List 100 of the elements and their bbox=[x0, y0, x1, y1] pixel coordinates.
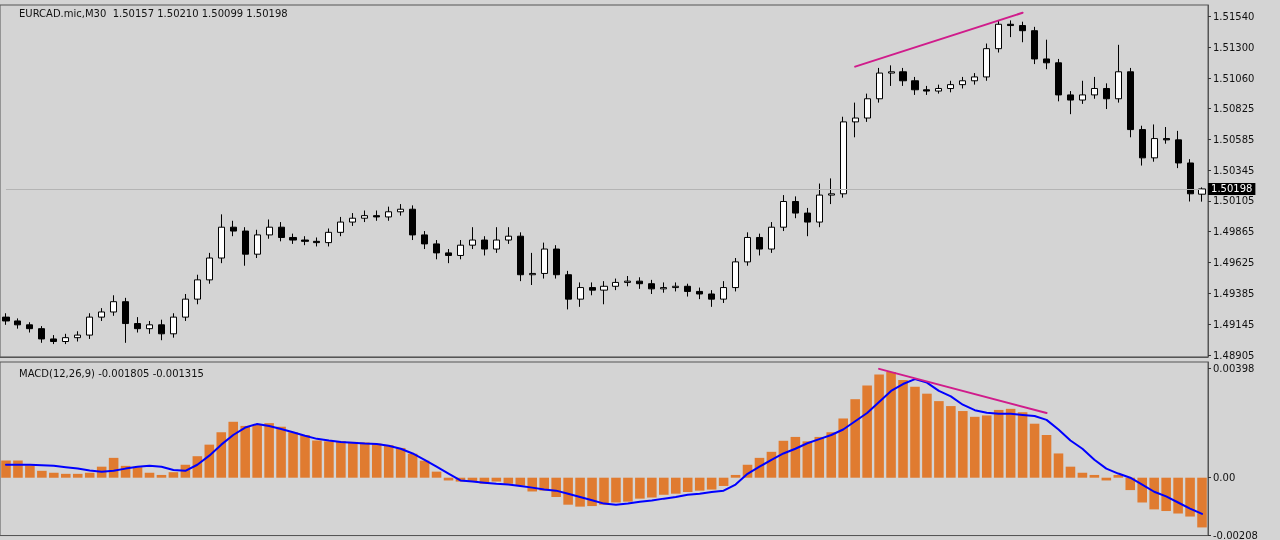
bar bbox=[862, 385, 872, 478]
bar bbox=[898, 379, 908, 478]
candlestick bbox=[38, 325, 45, 344]
candlestick bbox=[349, 212, 356, 227]
bar bbox=[144, 472, 155, 478]
bar bbox=[25, 465, 35, 478]
bar bbox=[682, 477, 693, 493]
candlestick bbox=[361, 210, 368, 223]
bar bbox=[946, 406, 956, 478]
candlestick bbox=[935, 84, 942, 95]
candlestick bbox=[182, 293, 189, 322]
bar bbox=[276, 426, 286, 478]
y-tick-label: 1.49145 bbox=[1213, 318, 1255, 330]
bar bbox=[228, 421, 239, 478]
bar bbox=[1149, 477, 1159, 510]
candlestick bbox=[481, 235, 488, 256]
bar bbox=[694, 477, 705, 491]
text: MACD(12,26,9) -0.001805 -0.001315 bbox=[19, 367, 204, 379]
bar bbox=[993, 409, 1004, 478]
bar bbox=[575, 477, 585, 507]
bar bbox=[790, 436, 801, 478]
candlestick bbox=[1139, 125, 1146, 167]
bar bbox=[850, 399, 860, 478]
candlestick bbox=[505, 226, 512, 245]
bar bbox=[1005, 408, 1016, 478]
candlestick bbox=[983, 43, 990, 82]
candlestick bbox=[457, 239, 464, 260]
candlestick bbox=[600, 280, 608, 305]
bar bbox=[623, 477, 633, 502]
candlestick bbox=[445, 248, 452, 264]
candlestick bbox=[254, 229, 261, 259]
bar bbox=[491, 477, 502, 482]
candlestick bbox=[636, 276, 643, 290]
bar bbox=[37, 470, 47, 478]
y-tick-label: 1.51540 bbox=[1213, 11, 1255, 23]
bar bbox=[1029, 423, 1040, 478]
candlestick bbox=[899, 67, 907, 87]
candlestick bbox=[206, 252, 213, 285]
bar bbox=[371, 443, 382, 478]
bar bbox=[647, 477, 657, 498]
candlestick bbox=[1151, 123, 1158, 163]
y-tick-label: 1.50345 bbox=[1213, 164, 1255, 176]
candlestick bbox=[146, 320, 153, 335]
bar bbox=[156, 474, 167, 478]
candlestick bbox=[756, 233, 763, 256]
candlestick bbox=[325, 227, 332, 247]
candlestick bbox=[541, 242, 548, 280]
candlestick bbox=[409, 204, 416, 241]
bar bbox=[288, 432, 298, 478]
candlestick bbox=[2, 312, 10, 326]
candlestick bbox=[218, 213, 225, 264]
bar bbox=[264, 423, 274, 478]
candlestick bbox=[612, 278, 619, 291]
bar bbox=[168, 472, 179, 478]
bar bbox=[336, 441, 346, 478]
bar bbox=[563, 477, 573, 505]
bar bbox=[1077, 472, 1088, 478]
bar bbox=[431, 471, 442, 478]
candlestick bbox=[971, 72, 978, 86]
bar bbox=[49, 472, 59, 478]
bar bbox=[132, 467, 143, 478]
candlestick bbox=[816, 183, 823, 228]
y-tick-label: 1.51300 bbox=[1213, 41, 1255, 53]
bar bbox=[61, 473, 71, 478]
candlestick bbox=[278, 221, 285, 242]
candlestick bbox=[313, 236, 320, 247]
bar bbox=[240, 425, 250, 478]
bar bbox=[958, 411, 968, 478]
candlestick bbox=[1055, 58, 1062, 102]
bar bbox=[599, 477, 609, 505]
y-tick-label: 1.50825 bbox=[1213, 102, 1255, 114]
bar bbox=[981, 415, 992, 478]
candlestick bbox=[242, 226, 249, 267]
bar bbox=[300, 435, 310, 478]
candlestick bbox=[433, 239, 440, 260]
bar bbox=[670, 477, 681, 494]
bar bbox=[1017, 412, 1028, 478]
candlestick bbox=[744, 231, 751, 267]
candlestick bbox=[421, 230, 428, 250]
candlestick bbox=[1007, 19, 1014, 38]
candlestick bbox=[98, 307, 105, 322]
candlestick bbox=[194, 274, 201, 305]
candlestick bbox=[50, 334, 57, 345]
bar bbox=[635, 477, 645, 499]
candlestick bbox=[397, 203, 404, 217]
bar bbox=[216, 432, 227, 478]
bar bbox=[1, 460, 11, 478]
bar bbox=[1197, 477, 1207, 528]
bar bbox=[360, 442, 370, 478]
candlestick bbox=[469, 226, 476, 250]
candlestick bbox=[1175, 130, 1182, 169]
candlestick bbox=[708, 289, 715, 308]
candlestick bbox=[1091, 76, 1098, 100]
candlestick bbox=[74, 330, 81, 343]
bar bbox=[718, 477, 729, 486]
y-tick-label: 0.00398 bbox=[1213, 362, 1255, 374]
candlestick bbox=[1115, 44, 1122, 104]
bar bbox=[934, 401, 944, 478]
candlestick bbox=[577, 281, 584, 308]
candlestick bbox=[780, 194, 787, 232]
